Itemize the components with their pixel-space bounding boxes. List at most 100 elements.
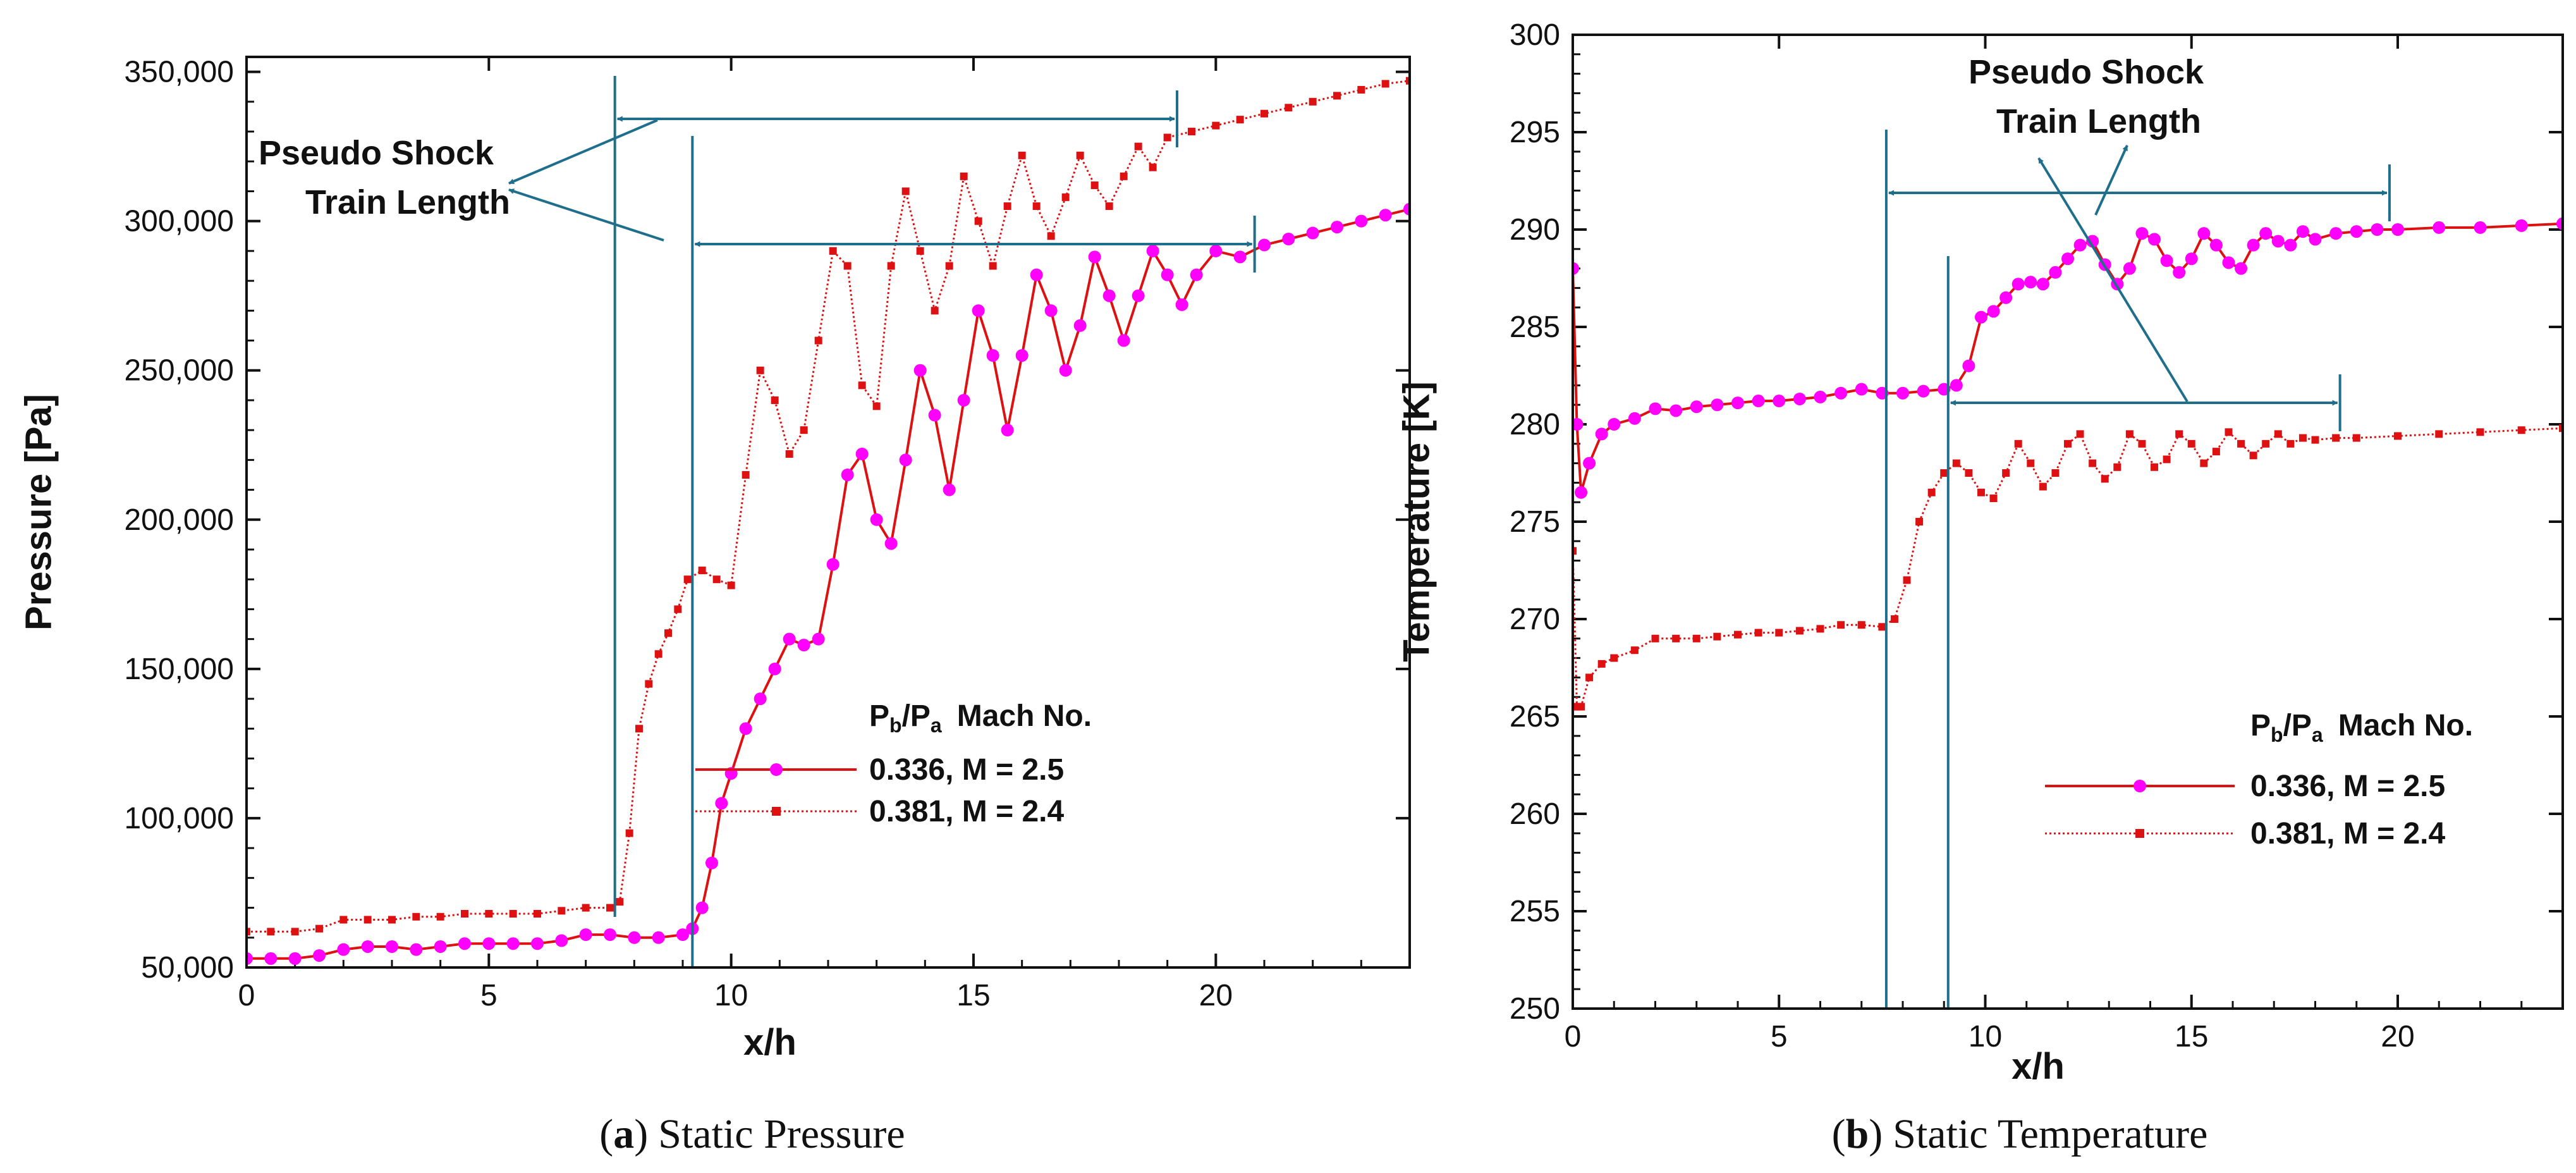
data-point-a-2 [1406, 77, 1410, 85]
x-tick-label-b: 20 [2381, 1020, 2414, 1053]
data-point-a-1 [410, 943, 423, 956]
data-point-a-1 [1161, 268, 1174, 281]
data-point-a-2 [1333, 92, 1341, 100]
data-point-a-2 [461, 910, 468, 918]
data-point-a-2 [872, 402, 881, 410]
data-point-b-2 [1734, 630, 1742, 639]
y-tick-label-b: 250 [1510, 992, 1560, 1026]
data-point-b-2 [1857, 621, 1865, 629]
shock-markers-b [1884, 130, 2391, 1009]
annotation-arrow-b1 [2037, 157, 2188, 403]
data-point-b-1 [2259, 227, 2273, 240]
y-tick-label-b: 270 [1510, 603, 1560, 636]
data-point-a-1 [797, 639, 810, 652]
data-point-b-1 [2433, 221, 2446, 234]
data-point-a-2 [363, 916, 372, 924]
legend-entry-b1: 0.336, M = 2.5 [2250, 770, 2445, 803]
chart-panel-b: 250 255 260 265 270 275 280 285 290 295 300 0 5 10 15 2… [1396, 18, 2564, 1157]
data-point-a-2 [916, 247, 924, 255]
data-point-a-2 [388, 916, 396, 924]
data-point-a-1 [1379, 209, 1392, 222]
data-point-b-1 [2556, 217, 2563, 230]
data-point-a-2 [756, 366, 764, 374]
data-point-b-2 [1692, 634, 1700, 642]
x-axis-label-b: x/h [2011, 1046, 2065, 1087]
caption-a: (a) Static Pressure [599, 1111, 905, 1157]
data-point-b-2 [1927, 488, 1936, 496]
data-point-b-2 [2262, 439, 2270, 448]
data-point-b-2 [1965, 469, 1973, 477]
shock-markers-a [613, 76, 1256, 967]
legend-marker-a1 [770, 763, 783, 776]
data-point-a-1 [899, 453, 912, 467]
data-point-b-2 [1573, 547, 1577, 555]
y-tick-label-b: 300 [1510, 18, 1560, 52]
data-point-a-1 [957, 393, 970, 407]
y-tick-label-b: 285 [1510, 310, 1560, 344]
data-point-b-1 [1575, 486, 1588, 499]
data-point-a-2 [1018, 151, 1026, 159]
data-point-a-1 [841, 468, 854, 481]
data-point-a-2 [291, 928, 299, 936]
data-point-b-2 [1940, 469, 1948, 477]
data-point-b-1 [1999, 291, 2013, 304]
data-point-a-1 [1030, 268, 1043, 281]
data-point-b-1 [2222, 256, 2235, 269]
data-point-a-2 [412, 912, 420, 921]
data-point-a-2 [635, 725, 643, 733]
annotation-b: Pseudo Shock Train Length [1969, 53, 2204, 403]
data-point-b-1 [1917, 384, 1930, 398]
y-axis-label-b: Temperature [K] [1396, 381, 1437, 662]
data-point-b-1 [2024, 276, 2037, 289]
data-point-a-1 [604, 928, 616, 942]
data-point-a-2 [664, 629, 672, 637]
x-tick-label-a: 15 [956, 979, 990, 1012]
data-point-b-1 [2515, 219, 2528, 232]
data-point-b-2 [2476, 428, 2484, 436]
data-point-b-1 [2073, 238, 2087, 252]
data-point-a-2 [645, 680, 653, 688]
x-tick-label-b: 5 [1771, 1020, 1788, 1053]
data-point-b-1 [2391, 223, 2404, 236]
data-point-b-1 [1814, 390, 1827, 403]
data-point-a-2 [1105, 202, 1113, 211]
annotation-line2-a: Train Length [305, 183, 510, 221]
data-point-a-2 [485, 910, 493, 918]
data-point-b-2 [2212, 448, 2220, 456]
data-point-a-2 [1061, 193, 1070, 201]
x-tick-label-a: 10 [714, 979, 748, 1012]
annotation-line1-a: Pseudo Shock [259, 134, 494, 172]
data-point-a-2 [931, 307, 939, 315]
data-point-a-1 [928, 408, 941, 422]
data-point-b-2 [2151, 463, 2159, 471]
data-point-a-2 [785, 450, 793, 458]
y-tick-label-b: 275 [1510, 505, 1560, 539]
data-point-b-1 [2173, 266, 2186, 279]
data-point-b-1 [2011, 278, 2025, 291]
data-point-b-1 [1670, 404, 1683, 417]
data-point-b-2 [1651, 634, 1659, 642]
data-point-b-2 [2027, 459, 2035, 467]
chart-panel-a: 50,000 100,000 150,000 200,000 250,000 300,00… [18, 56, 1411, 1157]
data-point-b-2 [1775, 629, 1783, 637]
data-point-a-1 [1059, 364, 1072, 377]
legend-marker-a2 [772, 807, 781, 816]
data-point-b-2 [2125, 430, 2133, 438]
data-point-b-2 [1630, 646, 1639, 654]
data-point-b-1 [2135, 227, 2149, 240]
data-point-b-2 [1610, 654, 1618, 662]
data-point-b-2 [1577, 703, 1585, 711]
data-point-b-2 [1977, 488, 1985, 496]
data-point-a-1 [739, 722, 752, 735]
data-point-b-2 [2163, 455, 2171, 464]
data-point-b-1 [2371, 223, 2384, 236]
data-point-a-1 [695, 901, 709, 914]
data-point-a-2 [1212, 121, 1220, 130]
data-point-b-1 [1896, 386, 1909, 400]
legend-b: Pb/Pa Mach No. 0.336, M = 2.5 0.381, M = … [2045, 709, 2473, 851]
legend-marker-b1 [2133, 780, 2146, 792]
axes-b: 250 255 260 265 270 275 280 285 290 295 300 0 5 10 15 2… [1510, 18, 2564, 1053]
data-point-a-2 [1003, 202, 1011, 211]
data-point-b-2 [1837, 621, 1845, 629]
data-point-b-1 [1855, 383, 1868, 396]
